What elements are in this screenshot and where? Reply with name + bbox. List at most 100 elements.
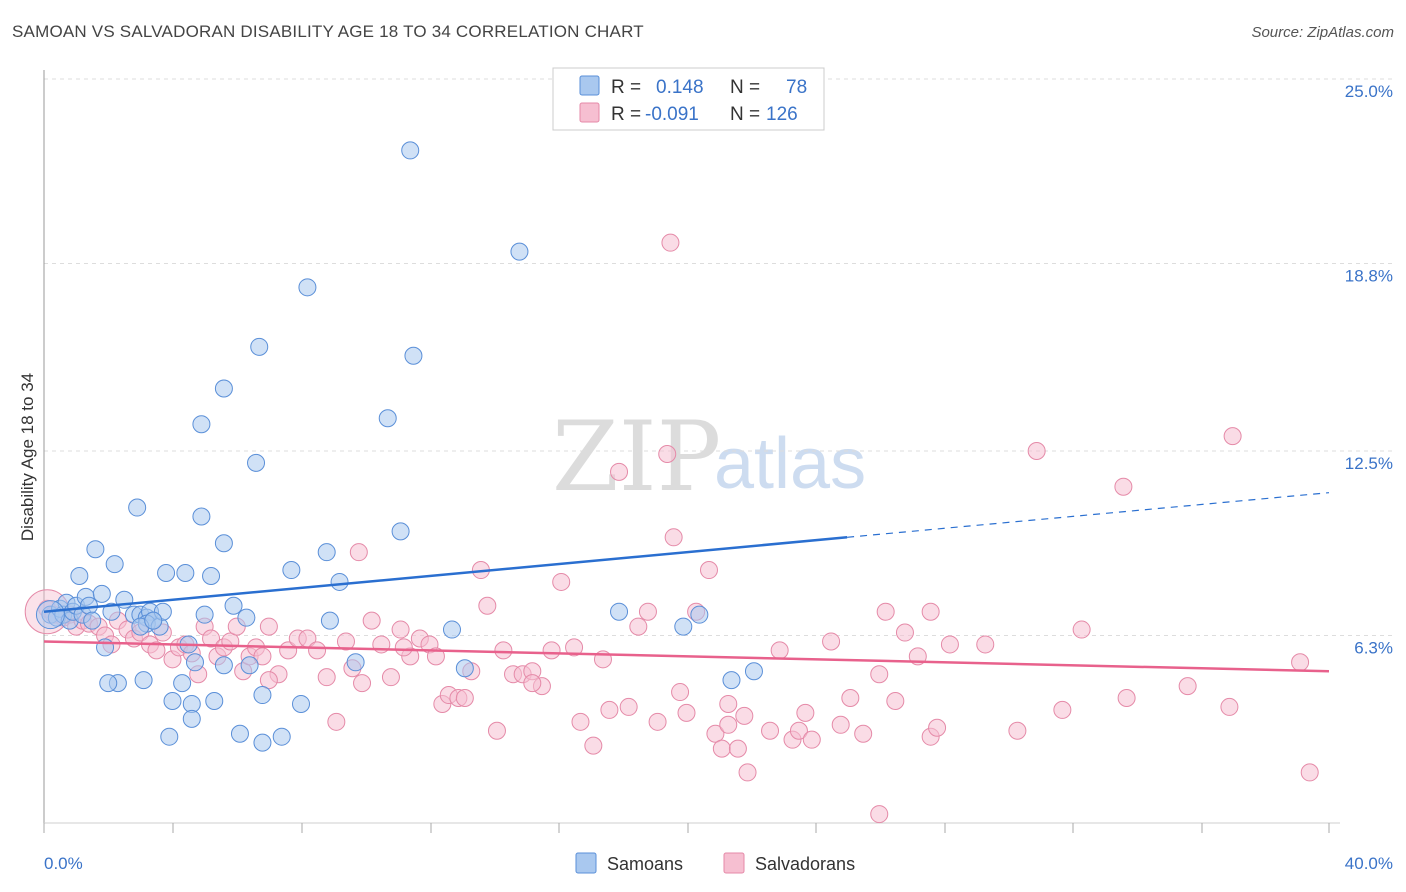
samoan-point	[230, 724, 249, 743]
salvadoran-point	[1300, 763, 1319, 782]
salvadoran-trend-line	[43, 640, 1330, 673]
samoan-trend-line	[43, 536, 848, 613]
samoan-point	[195, 605, 214, 624]
samoan-point	[160, 727, 179, 746]
salvadoran-point	[886, 691, 905, 710]
samoan-point	[86, 540, 105, 559]
y-axis-label: Disability Age 18 to 34	[18, 373, 37, 541]
legend-n-label-2: N =	[730, 104, 760, 125]
samoan-point	[99, 674, 118, 693]
salvadoran-point	[735, 706, 754, 725]
x-tick-label-max: 40.0%	[1345, 854, 1393, 873]
salvadoran-point	[253, 647, 272, 666]
samoan-point	[330, 572, 349, 591]
samoan-points	[35, 141, 763, 752]
trend-lines	[43, 492, 1330, 673]
salvadoran-point	[381, 668, 400, 687]
samoan-point	[292, 694, 310, 713]
legend-r-value-2: -0.091	[645, 104, 699, 125]
salvadoran-point	[259, 671, 278, 690]
legend-swatch-samoans	[579, 75, 600, 96]
samoan-point	[690, 605, 709, 624]
samoan-point	[253, 686, 272, 705]
salvadoran-point	[671, 683, 690, 702]
bottom-legend-salvadorans: Salvadorans	[755, 854, 855, 874]
salvadoran-point	[677, 703, 696, 722]
samoan-point	[610, 602, 629, 621]
salvadoran-point	[1178, 677, 1197, 696]
legend-r-value-1: 0.148	[656, 77, 704, 98]
legend-n-value-1: 78	[786, 77, 807, 98]
salvadoran-point	[523, 674, 542, 693]
salvadoran-point	[719, 715, 738, 734]
samoan-point	[272, 727, 291, 746]
salvadoran-point	[1114, 477, 1133, 496]
salvadoran-point	[610, 462, 629, 481]
salvadoran-point	[1072, 620, 1091, 639]
legend-r-label-1: R =	[611, 77, 641, 98]
samoan-point	[282, 561, 301, 580]
samoan-point	[237, 608, 256, 627]
salvadoran-point	[259, 617, 278, 636]
samoan-point	[214, 379, 233, 398]
salvadoran-point	[719, 694, 738, 713]
salvadoran-point	[391, 620, 410, 639]
samoan-point	[404, 346, 423, 365]
salvadoran-point	[1027, 442, 1046, 460]
salvadoran-point	[426, 647, 445, 666]
salvadoran-point	[478, 596, 497, 615]
salvadoran-point	[706, 724, 725, 743]
salvadoran-point	[870, 665, 889, 684]
salvadoran-point	[895, 623, 914, 642]
samoan-point	[96, 638, 115, 657]
x-tick-label-min: 0.0%	[44, 854, 83, 873]
watermark-atlas: atlas	[714, 424, 866, 504]
samoan-point	[176, 564, 195, 583]
samoan-point	[722, 671, 741, 690]
samoan-point	[224, 596, 243, 615]
salvadoran-point	[147, 641, 166, 660]
samoan-point	[455, 659, 474, 678]
samoan-point	[320, 611, 339, 630]
salvadoran-point	[699, 561, 718, 580]
samoan-point	[202, 566, 221, 585]
salvadoran-point	[349, 543, 368, 562]
salvadoran-point	[317, 668, 336, 687]
salvadoran-point	[619, 697, 638, 716]
salvadoran-point	[796, 703, 815, 722]
samoan-point	[157, 564, 176, 583]
salvadoran-point	[664, 528, 683, 547]
y-tick-label: 6.3%	[1354, 639, 1393, 658]
salvadoran-point	[728, 739, 747, 758]
y-tick-labels: 6.3% 12.5% 18.8% 25.0%	[1345, 82, 1393, 658]
salvadoran-point	[658, 444, 677, 463]
salvadoran-point	[770, 641, 789, 660]
salvadoran-point	[870, 805, 889, 824]
watermark: ZIP atlas	[552, 401, 866, 513]
source-label: Source: ZipAtlas.com	[1251, 24, 1394, 41]
salvadoran-point	[542, 641, 561, 660]
legend-n-value-2: 126	[766, 104, 798, 125]
salvadoran-point	[308, 641, 327, 660]
salvadoran-point	[565, 638, 584, 657]
samoan-point	[83, 611, 102, 630]
bottom-legend-samoans: Samoans	[607, 854, 683, 874]
samoan-point	[185, 653, 204, 672]
salvadoran-point	[362, 611, 381, 630]
salvadoran-point	[831, 715, 850, 734]
salvadoran-point	[1220, 697, 1239, 716]
legend-swatch-salvadorans	[579, 102, 600, 123]
salvadoran-point	[822, 632, 841, 651]
salvadoran-point	[455, 689, 474, 708]
samoan-point	[70, 566, 89, 585]
legend-r-label-2: R =	[611, 104, 641, 125]
samoan-point	[298, 278, 317, 297]
samoan-point	[346, 653, 365, 672]
x-ticks	[43, 823, 1330, 833]
samoan-point	[163, 691, 182, 710]
samoan-point	[240, 656, 259, 675]
salvadoran-point	[629, 617, 648, 636]
salvadoran-point	[584, 736, 603, 755]
samoan-point	[92, 584, 111, 603]
samoan-point	[128, 498, 147, 517]
